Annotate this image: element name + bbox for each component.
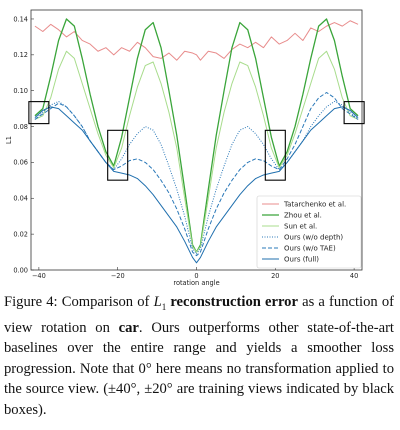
series-line-3 (34, 100, 359, 255)
caption-text-2: as a function of view rotation on (4, 294, 394, 336)
legend-label: Ours (full) (284, 256, 319, 264)
legend-box (256, 195, 362, 269)
legend-label: Ours (w/o TAE) (284, 245, 336, 253)
y-tick-label: 0.00 (13, 266, 28, 274)
legend-label: Sun et al. (284, 223, 317, 231)
training-view-box (107, 129, 129, 181)
x-tick-label: −20 (111, 272, 125, 280)
legend-label: Zhou et al. (284, 212, 322, 220)
training-view-box (264, 129, 286, 181)
y-tick-label: 0.12 (13, 51, 28, 59)
y-tick-label: 0.06 (13, 159, 28, 167)
line-chart: 0.00 0.02 0.04 0.06 0.08 0.10 0.12 0.14 −40 −20 0 2… (5, 9, 365, 287)
y-tick-label: 0.14 (13, 15, 28, 23)
y-axis-label: L1 (5, 136, 13, 144)
figure-caption: Figure 4: Comparison of L1 reconstructio… (4, 292, 394, 420)
l1-subscript: 1 (161, 301, 167, 312)
legend-label: Tatarchenko et al. (283, 201, 346, 209)
series-line-0 (34, 20, 359, 61)
x-tick-label: 20 (271, 272, 279, 280)
caption-label: Figure 4: Comparison of (4, 294, 154, 310)
x-tick-label: −40 (32, 272, 46, 280)
legend-label: Ours (w/o depth) (284, 234, 343, 242)
training-view-box (343, 101, 365, 125)
series-line-5 (34, 106, 359, 264)
x-axis-label: rotation angle (173, 279, 219, 287)
series-line-2 (34, 50, 359, 253)
y-tick-label: 0.04 (13, 195, 28, 203)
caption-text-3: . Ours outperforms other state-of-the-ar… (4, 319, 394, 418)
y-tick-label: 0.10 (13, 87, 28, 95)
training-view-box (28, 101, 50, 125)
caption-bold-metric: reconstruction error (170, 294, 298, 310)
x-tick-label: 40 (350, 272, 358, 280)
y-tick-label: 0.02 (13, 230, 28, 238)
caption-bold-dataset: car (118, 319, 139, 336)
l1-symbol: L (153, 294, 162, 310)
chart-canvas: 0.00 0.02 0.04 0.06 0.08 0.10 0.12 0.14 −40 −20 0 2… (5, 9, 365, 287)
y-tick-label: 0.08 (13, 123, 28, 131)
x-tick-label: 0 (194, 272, 198, 280)
